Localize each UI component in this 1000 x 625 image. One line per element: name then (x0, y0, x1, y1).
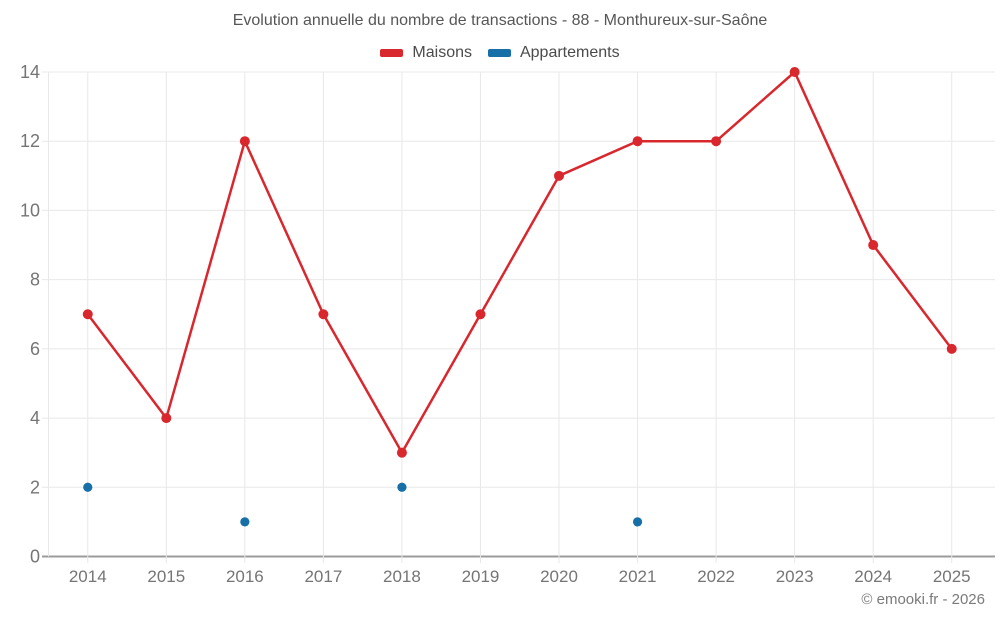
legend: Maisons Appartements (0, 44, 1000, 62)
maisons-point[interactable] (475, 309, 486, 320)
maisons-legend-swatch-icon (380, 49, 404, 57)
x-tick-label: 2017 (304, 567, 342, 586)
x-tick-label: 2020 (540, 567, 578, 586)
maisons-point[interactable] (868, 240, 879, 251)
maisons-legend-label: Maisons (412, 44, 472, 61)
maisons-point[interactable] (82, 309, 93, 320)
maisons-point[interactable] (946, 343, 957, 354)
x-tick-label: 2018 (383, 567, 421, 586)
y-tick-label: 8 (30, 270, 40, 290)
maisons-point[interactable] (161, 413, 172, 424)
y-tick-label: 12 (20, 131, 40, 151)
maisons-point[interactable] (396, 447, 407, 458)
y-tick-label: 4 (30, 408, 40, 428)
x-tick-label: 2022 (697, 567, 735, 586)
appartements-point[interactable] (240, 517, 250, 527)
x-tick-label: 2024 (854, 567, 892, 586)
chart-title: Evolution annuelle du nombre de transact… (232, 12, 768, 29)
x-tick-label: 2016 (226, 567, 264, 586)
x-tick-label: 2014 (69, 567, 107, 586)
maisons-point[interactable] (554, 170, 565, 181)
y-tick-label: 10 (20, 200, 40, 220)
legend-item-maisons[interactable]: Maisons (380, 44, 472, 62)
x-tick-label: 2023 (776, 567, 814, 586)
appartements-point[interactable] (83, 482, 93, 492)
x-tick-label: 2019 (462, 567, 500, 586)
maisons-point[interactable] (318, 309, 329, 320)
y-tick-label: 6 (30, 339, 40, 359)
maisons-point[interactable] (711, 136, 722, 147)
credit-text: © emooki.fr - 2026 (861, 591, 985, 608)
y-tick-label: 0 (30, 547, 40, 567)
x-tick-label: 2015 (147, 567, 185, 586)
appartements-legend-label: Appartements (519, 44, 620, 61)
appartements-point[interactable] (632, 517, 643, 527)
maisons-point[interactable] (239, 136, 250, 147)
legend-item-appartements[interactable]: Appartements (487, 44, 620, 62)
x-tick-label: 2025 (933, 567, 971, 586)
y-tick-label: 2 (30, 477, 40, 497)
y-tick-label: 14 (20, 62, 40, 82)
appartements-legend-swatch-icon (487, 49, 511, 57)
maisons-line (86, 70, 953, 454)
x-tick-label: 2021 (619, 567, 657, 586)
appartements-point[interactable] (397, 482, 407, 492)
maisons-point[interactable] (632, 136, 643, 147)
maisons-point[interactable] (789, 67, 800, 77)
